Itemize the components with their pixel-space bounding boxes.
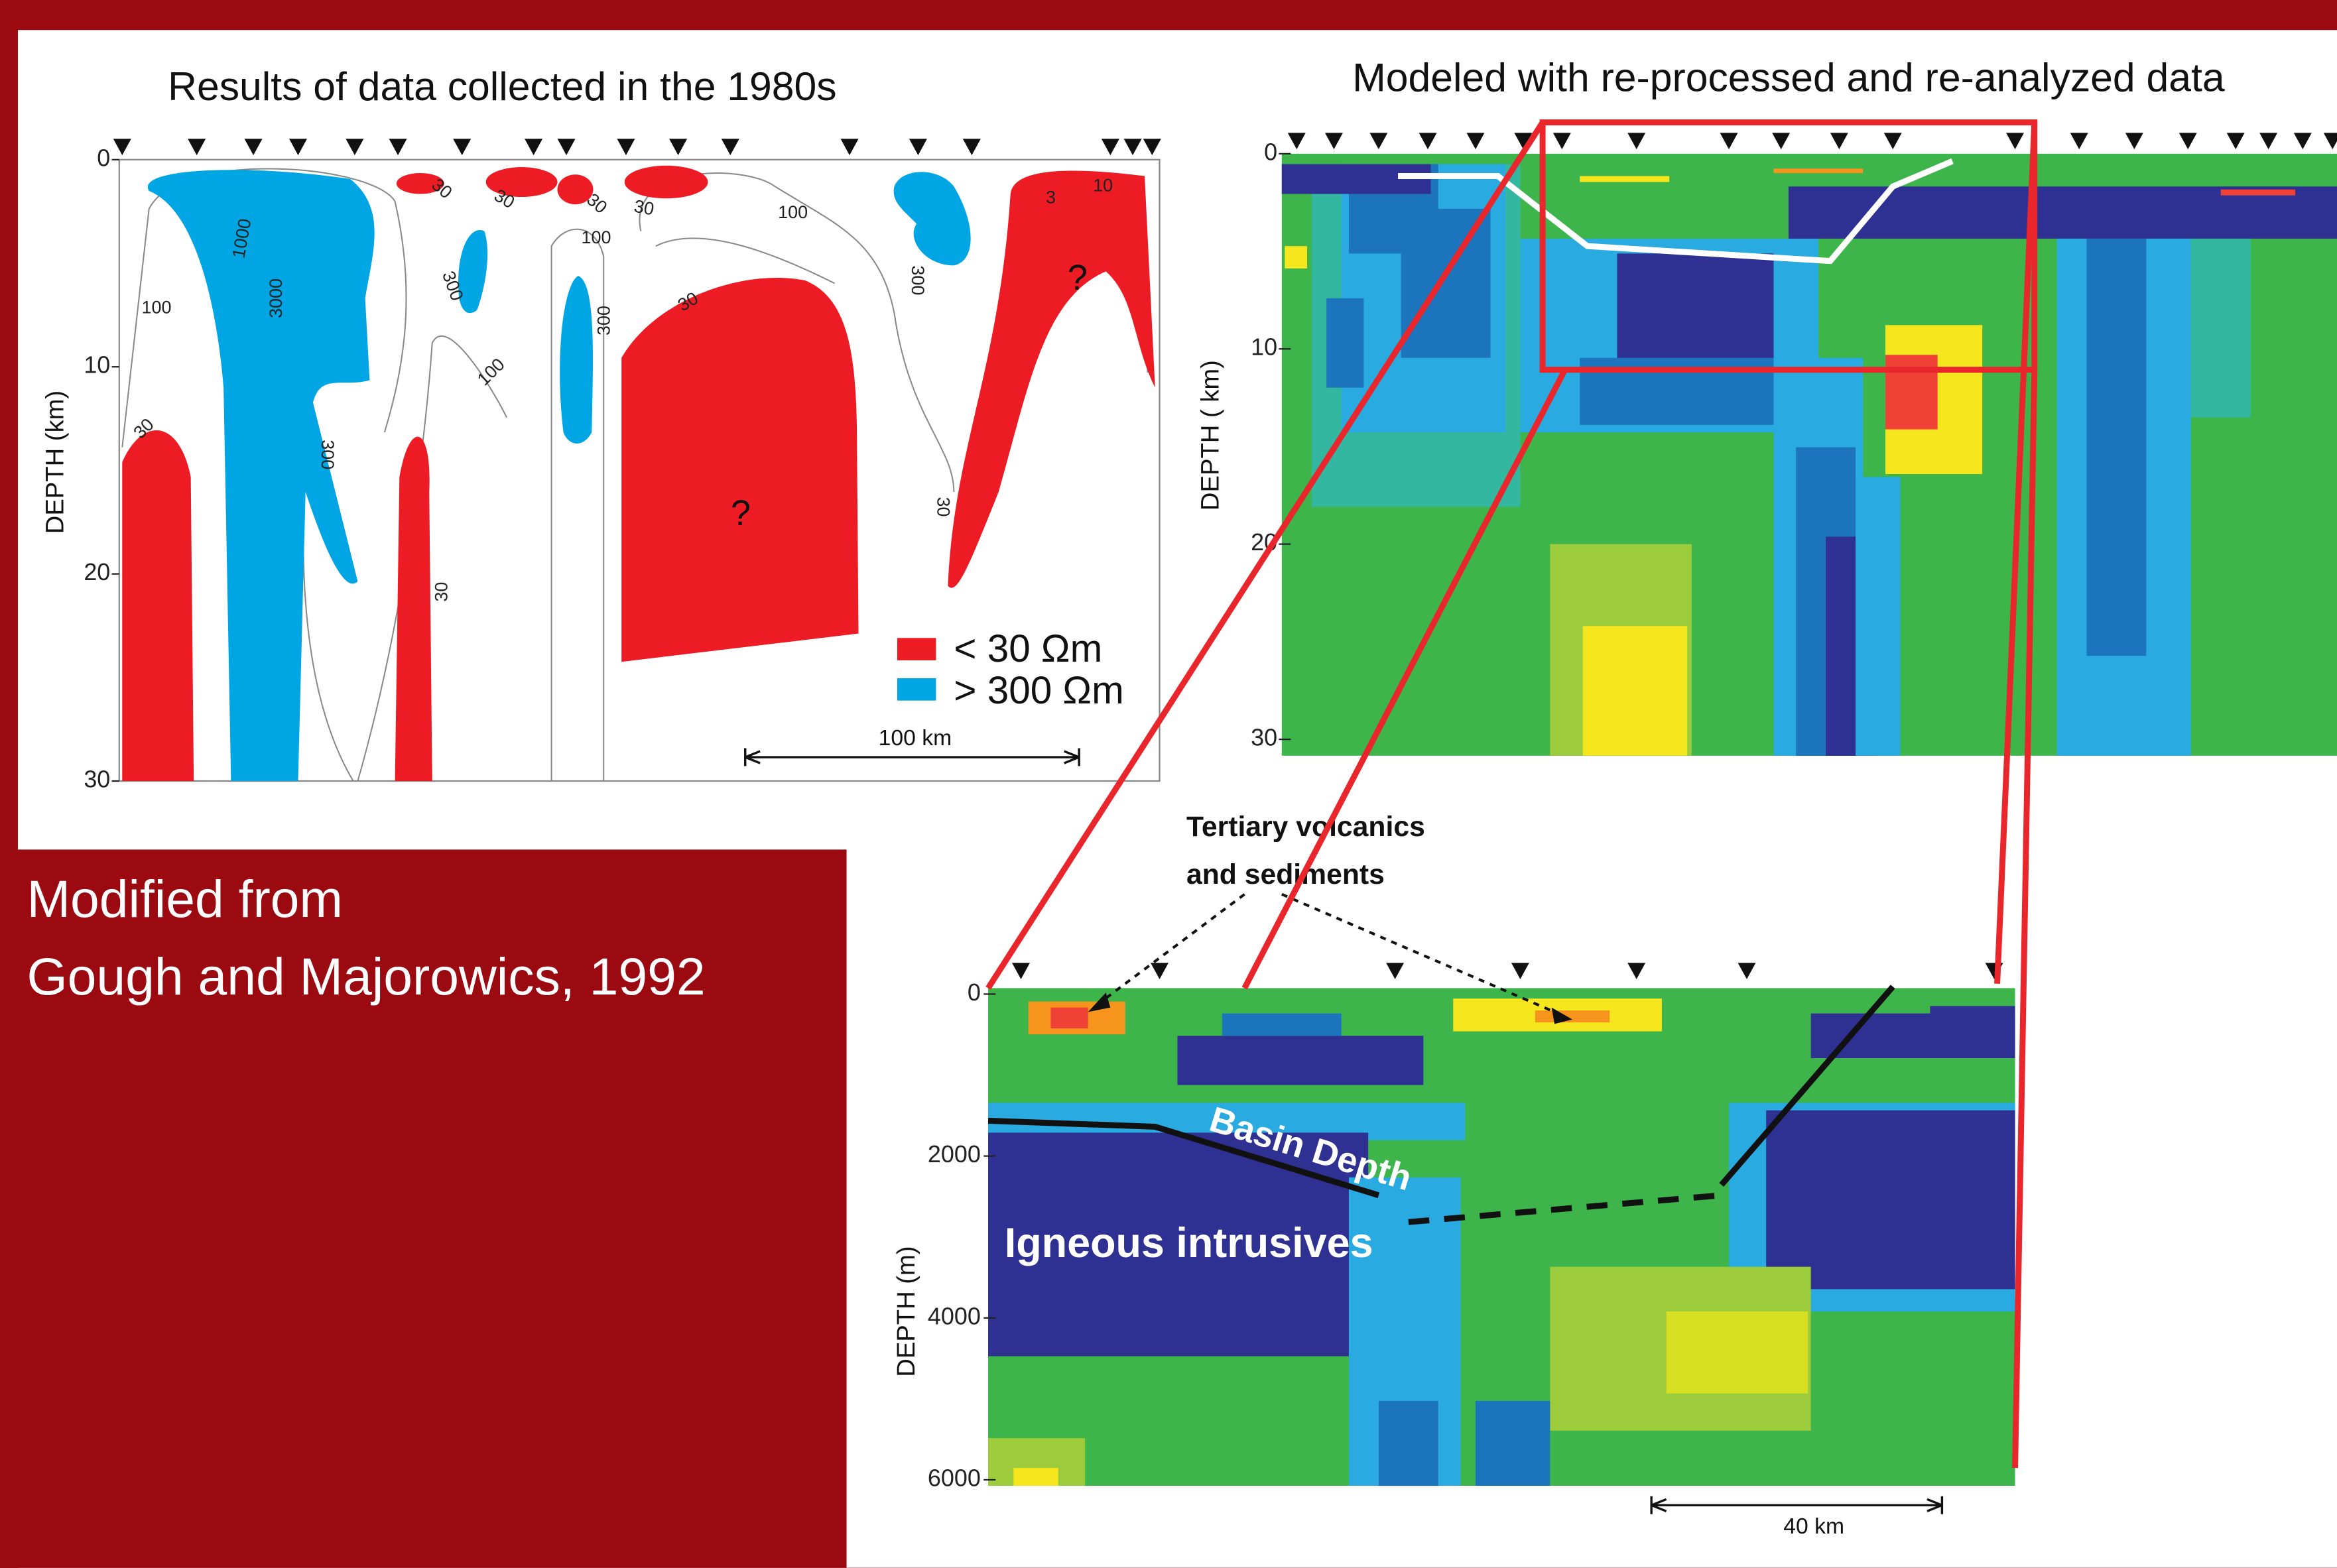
y-tick-label: 10 xyxy=(1251,333,1277,361)
model-cell xyxy=(1930,1006,2015,1050)
slide: 3030303010010010003000100300300301003030… xyxy=(0,0,2337,1568)
y-tick-label: 2000 xyxy=(928,1140,981,1168)
contour-label: 30 xyxy=(933,497,953,516)
y-tick-label: 4000 xyxy=(928,1302,981,1329)
model-cell xyxy=(1177,1036,1423,1085)
model-cell xyxy=(1617,253,1773,373)
contour-label: 100 xyxy=(581,227,611,247)
y-axis-label: DEPTH ( km) xyxy=(1196,360,1224,511)
model-cell xyxy=(2221,190,2295,196)
legend-label: < 30 Ωm xyxy=(954,627,1102,670)
model-cell xyxy=(1222,1014,1342,1036)
scale-bar-label: 100 km xyxy=(879,725,952,751)
y-tick-label: 20 xyxy=(84,558,110,585)
y-tick-label: 0 xyxy=(968,979,981,1006)
resistivity-zone xyxy=(395,437,432,781)
model-cell xyxy=(1766,1111,2015,1290)
annotation: Tertiary volcanics xyxy=(1186,811,1425,843)
y-tick-label: 6000 xyxy=(928,1465,981,1492)
model-cell xyxy=(1401,209,1491,358)
question-mark: ? xyxy=(1068,258,1088,298)
model-cell xyxy=(1856,477,1900,756)
contour-label: 10 xyxy=(1093,175,1113,195)
contour-label: 30 xyxy=(432,582,452,602)
resistivity-zone xyxy=(625,166,708,198)
legend-swatch xyxy=(897,678,936,701)
model-cell xyxy=(1326,298,1363,388)
y-tick-label: 10 xyxy=(84,351,110,379)
contour-label: 300 xyxy=(594,306,614,335)
right-title: Modeled with re-processed and re-analyze… xyxy=(1352,55,2225,100)
contour-label: 300 xyxy=(908,265,928,295)
legend-label: > 300 Ωm xyxy=(954,669,1123,712)
scale-bar-label: 40 km xyxy=(1783,1514,1844,1539)
model-cell xyxy=(1285,246,1307,269)
page: { "left_panel": { "title": "Results of d… xyxy=(0,0,2337,1568)
y-tick-label: 0 xyxy=(97,144,110,171)
model-cell xyxy=(1013,1468,1058,1486)
contour-label: 100 xyxy=(778,202,808,222)
contour-label: 30 xyxy=(633,196,656,219)
contour-label: 100 xyxy=(141,298,171,318)
model-cell xyxy=(1535,1010,1610,1022)
model-cell xyxy=(1667,1311,1808,1394)
model-cell xyxy=(1773,168,1863,173)
resistivity-zone xyxy=(122,430,194,781)
model-cell xyxy=(2086,239,2146,656)
annotation: and sediments xyxy=(1186,859,1385,890)
annotation: Igneous intrusives xyxy=(1005,1220,1373,1266)
model-cell xyxy=(2191,239,2251,418)
contour-label: 300 xyxy=(318,440,338,469)
left-title: Results of data collected in the 1980s xyxy=(168,64,836,109)
model-cell xyxy=(1580,176,1669,182)
citation-line: Gough and Majorowics, 1992 xyxy=(27,947,705,1006)
resistivity-zone xyxy=(621,278,858,662)
model-cell xyxy=(1583,626,1687,756)
model-cell xyxy=(1476,1401,1550,1486)
contour-label: 3 xyxy=(1046,187,1056,207)
y-axis-label: DEPTH (km) xyxy=(40,391,69,534)
citation-line: Modified from xyxy=(27,870,342,928)
y-tick-label: 0 xyxy=(1264,138,1277,165)
y-tick-label: 30 xyxy=(84,766,110,793)
model-cell xyxy=(1050,1008,1088,1028)
legend-swatch xyxy=(897,638,936,660)
contour-label: 3000 xyxy=(266,278,286,318)
model-cell xyxy=(1379,1401,1438,1486)
model-cell xyxy=(1885,355,1938,429)
y-axis-label: DEPTH (m) xyxy=(892,1246,920,1376)
y-tick-label: 30 xyxy=(1251,724,1277,751)
question-mark: ? xyxy=(731,493,751,533)
